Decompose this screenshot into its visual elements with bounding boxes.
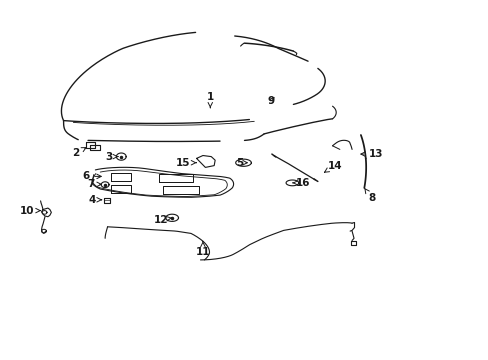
Text: 16: 16: [292, 178, 310, 188]
Text: 8: 8: [364, 188, 374, 203]
Text: 4: 4: [88, 195, 102, 205]
Text: 15: 15: [176, 158, 196, 168]
Text: 12: 12: [154, 215, 171, 225]
Text: 1: 1: [206, 92, 213, 108]
Text: 11: 11: [195, 242, 210, 257]
Text: 10: 10: [20, 206, 40, 216]
Text: 9: 9: [267, 96, 274, 106]
Text: 6: 6: [82, 171, 101, 181]
Text: 13: 13: [360, 149, 383, 159]
Text: 14: 14: [324, 161, 342, 172]
Text: 2: 2: [72, 148, 86, 158]
Text: 5: 5: [236, 158, 247, 168]
Text: 3: 3: [105, 152, 118, 162]
Text: 7: 7: [86, 179, 101, 189]
